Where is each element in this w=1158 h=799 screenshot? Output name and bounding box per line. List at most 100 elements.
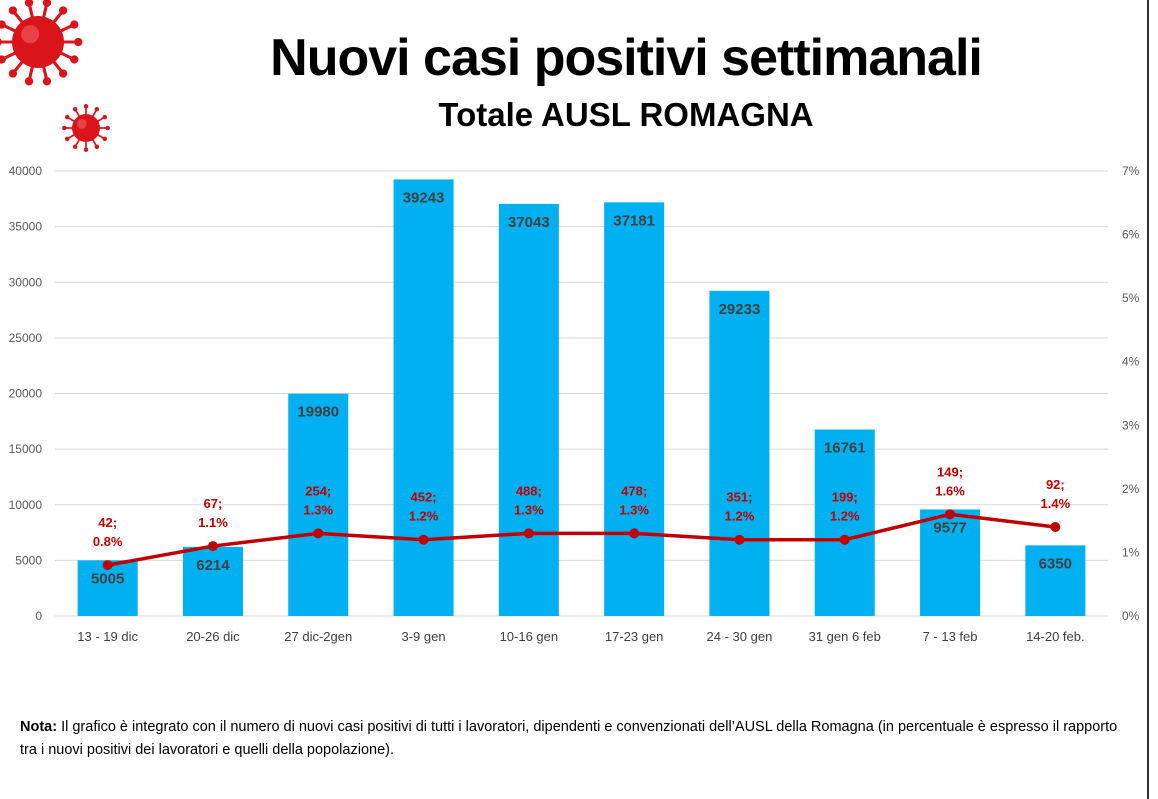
virus-spike-tip xyxy=(105,125,110,131)
line-point xyxy=(1050,522,1061,532)
y-tick-label: 0 xyxy=(35,609,42,623)
virus-spike-tip xyxy=(83,104,89,109)
line-data-label-part: 488; xyxy=(516,483,542,498)
virus-spike-tip xyxy=(102,136,108,142)
bar-value-label: 39243 xyxy=(403,189,445,206)
x-tick-label: 7 - 13 feb xyxy=(923,629,978,644)
line-data-label-part: 1.3% xyxy=(303,502,333,517)
line-data-label: 92; 1.4% xyxy=(1041,477,1071,511)
bar xyxy=(1025,545,1086,616)
x-tick-label: 13 - 19 dic xyxy=(77,629,138,644)
virus-small xyxy=(62,104,110,152)
x-tick-label: 14-20 feb. xyxy=(1026,629,1085,644)
bar-value-label: 19980 xyxy=(297,404,339,421)
virus-spike-tip xyxy=(24,0,34,7)
line-point xyxy=(839,534,850,545)
virus-spike-tip xyxy=(42,77,52,86)
bar xyxy=(393,179,454,616)
line-data-label: 488; 1.3% xyxy=(514,483,544,517)
bar-value-label: 5005 xyxy=(91,570,124,587)
bar-value-label: 6350 xyxy=(1039,555,1072,572)
line-data-label-part: 1.2% xyxy=(409,509,439,524)
line-point xyxy=(629,528,640,539)
y-tick-label: 20000 xyxy=(9,387,43,401)
bar-value-label: 29233 xyxy=(719,301,761,318)
line-point xyxy=(102,560,113,571)
line-data-label-part: 1.2% xyxy=(725,509,755,524)
line-point xyxy=(313,528,324,539)
virus-spike-tip xyxy=(72,144,78,150)
virus-spike-tip xyxy=(42,0,52,7)
y-tick-label: 25000 xyxy=(9,331,43,345)
line-data-label-part: 1.3% xyxy=(619,502,649,517)
line-data-label-part: 1.1% xyxy=(198,515,228,530)
y-tick-label: 35000 xyxy=(9,220,43,234)
bar xyxy=(498,203,559,617)
line-data-label-part: 67; xyxy=(204,496,223,511)
virus-spike-tip xyxy=(58,69,68,78)
virus-spike-tip xyxy=(70,20,79,29)
footnote-text: Il grafico è integrato con il numero di … xyxy=(20,719,1118,758)
bar xyxy=(288,393,349,616)
chart-title: Nuovi casi positivi settimanali xyxy=(270,29,983,87)
line-data-label-part: 42; xyxy=(98,515,117,530)
x-tick-label: 20-26 dic xyxy=(186,629,240,644)
line-data-label: 42; 0.8% xyxy=(93,515,123,549)
line-data-label-part: 149; xyxy=(937,464,963,479)
y2-tick-label: 7% xyxy=(1122,164,1140,178)
virus-spike-tip xyxy=(8,6,18,15)
y-tick-label: 15000 xyxy=(9,442,43,456)
y2-tick-label: 3% xyxy=(1122,418,1140,432)
y2-tick-label: 1% xyxy=(1122,545,1140,559)
bar xyxy=(604,202,665,616)
line-data-label-part: 1.6% xyxy=(935,483,965,498)
line-data-label-part: 478; xyxy=(621,483,647,498)
line-point xyxy=(418,534,429,545)
footnote-label: Nota: xyxy=(20,719,58,735)
y-tick-label: 10000 xyxy=(9,498,43,512)
y-tick-label: 30000 xyxy=(9,275,43,289)
line-data-label-part: 254; xyxy=(305,483,331,498)
footnote: Nota: Il grafico è integrato con il nume… xyxy=(20,716,1130,762)
virus-spike-tip xyxy=(0,38,2,46)
x-tick-label: 27 dic-2gen xyxy=(284,629,352,644)
virus-spike-tip xyxy=(58,6,68,15)
x-tick-label: 24 - 30 gen xyxy=(707,629,773,644)
line-point xyxy=(523,528,534,539)
x-tick-label: 17-23 gen xyxy=(605,629,664,644)
line-data-label: 67; 1.1% xyxy=(198,496,228,530)
y2-tick-label: 0% xyxy=(1122,609,1140,623)
line-data-label: 199; 1.2% xyxy=(830,490,860,524)
x-tick-label: 31 gen 6 feb xyxy=(809,629,881,644)
y2-tick-label: 4% xyxy=(1122,355,1140,369)
y2-tick-label: 5% xyxy=(1122,291,1140,305)
virus-spike-tip xyxy=(64,136,70,142)
virus-spike-tip xyxy=(74,37,83,47)
bar-value-label: 37181 xyxy=(613,212,655,229)
virus-icon xyxy=(0,0,110,152)
line-data-label: 478; 1.3% xyxy=(619,483,649,517)
line-data-label-part: 351; xyxy=(726,490,752,505)
y2-tick-label: 2% xyxy=(1122,482,1140,496)
bar xyxy=(920,509,981,616)
line-data-label-part: 452; xyxy=(411,490,437,505)
chart-subtitle: Totale AUSL ROMAGNA xyxy=(438,96,814,133)
virus-highlight xyxy=(76,118,87,129)
line-data-label: 351; 1.2% xyxy=(725,490,755,524)
bar xyxy=(709,290,770,616)
x-tick-label: 3-9 gen xyxy=(402,629,446,644)
y-tick-label: 40000 xyxy=(9,164,43,178)
virus-spike-tip xyxy=(94,144,100,150)
virus-spike-tip xyxy=(94,106,100,112)
virus-spike-tip xyxy=(102,114,108,120)
x-tick-label: 10-16 gen xyxy=(500,629,559,644)
virus-spike-tip xyxy=(83,147,89,152)
virus-spike-tip xyxy=(62,125,67,131)
virus-spike-tip xyxy=(24,77,34,86)
line-point xyxy=(734,534,745,545)
virus-spike-tip xyxy=(0,20,6,29)
line-series xyxy=(107,512,1056,567)
line-data-label: 254; 1.3% xyxy=(303,483,333,517)
virus-spike-tip xyxy=(72,106,78,112)
